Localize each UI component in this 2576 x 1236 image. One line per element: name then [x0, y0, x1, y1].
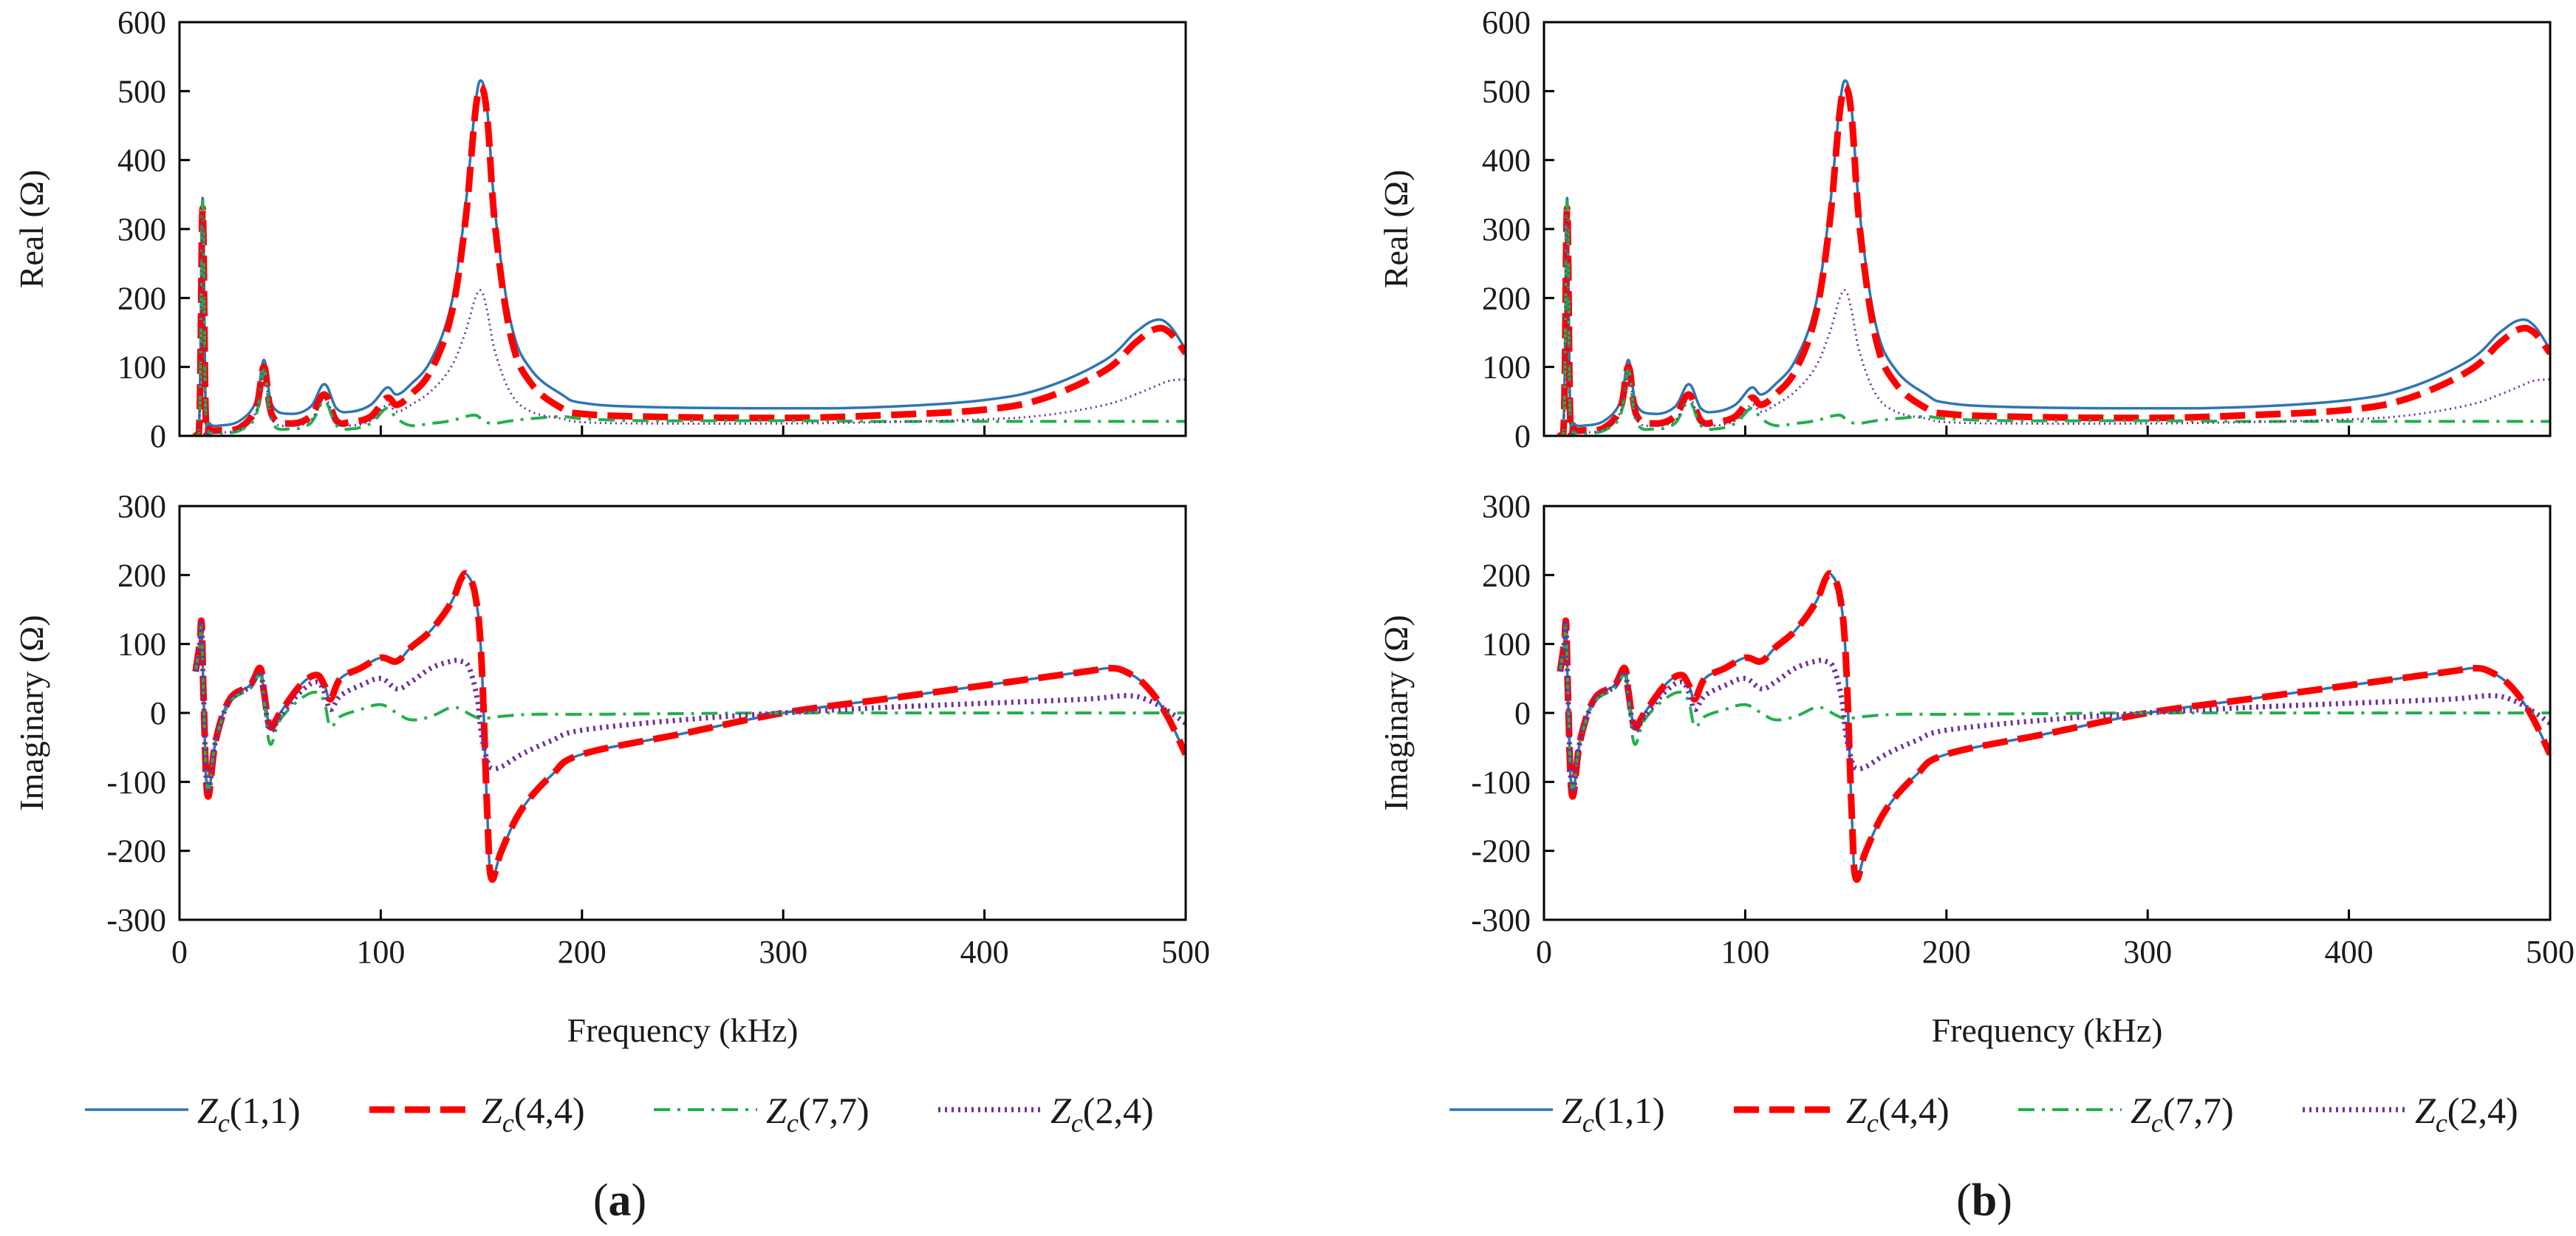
panel-b-real-ytick-label: 600	[1482, 4, 1531, 41]
panel-b-imaginary-xtick-label: 100	[1721, 934, 1769, 970]
panel-b-imaginary-ytick-label: 300	[1482, 488, 1531, 525]
panel-b-imaginary-line-zc24	[1557, 621, 2550, 796]
panel-a-imaginary-xtick-label: 0	[171, 934, 188, 970]
panel-b-imaginary-ytick-label: 200	[1482, 557, 1531, 593]
panel-a-real-ylabel: Real (Ω)	[13, 170, 50, 289]
panel-a-imaginary-ytick-label: 100	[117, 626, 166, 663]
panel-b-imaginary-xtick-label: 500	[2526, 934, 2575, 970]
panel-a-imaginary-series-group	[192, 570, 1186, 883]
panel-b-legend-label-4: Zc(2,4)	[2415, 1090, 2518, 1138]
panel-b-real-line-zc77	[1558, 199, 2550, 436]
panel-a-real-ytick-label: 100	[117, 349, 166, 386]
panel-b-imaginary-ytick-label: -300	[1471, 902, 1531, 938]
panel-a-legend-label-3: Zc(7,7)	[766, 1090, 870, 1138]
panel-b-real-ytick-label: 100	[1482, 349, 1531, 386]
panel-b-imaginary-ytick-label: 0	[1514, 695, 1531, 731]
panel-a-imaginary-xlabel: Frequency (kHz)	[567, 1011, 799, 1049]
panel-b-legend: Zc(1,1) Zc(4,4) Zc(7,7) Zc(2,4)	[1449, 1090, 2518, 1138]
panel-b-label: (b)	[1956, 1175, 2012, 1226]
panel-b-imaginary-xtick-label: 400	[2325, 934, 2374, 970]
panel-b-imaginary-ytick-label: -100	[1471, 764, 1531, 800]
panel-b-real-ytick-label: 400	[1482, 143, 1531, 179]
panel-b-real-line-zc11	[1559, 79, 2550, 436]
panel-b-real-plot: 0 100 200 300 400 500 600 Real (Ω)	[1377, 4, 2552, 454]
panel-b-legend-label-1: Zc(1,1)	[1562, 1090, 1665, 1138]
panel-b-imaginary-line-zc77	[1558, 622, 2550, 791]
panel-a-imaginary-xtick-label: 500	[1161, 934, 1210, 970]
panel-a-legend-label-2: Zc(4,4)	[482, 1090, 585, 1138]
panel-a-imaginary-ylabel: Imaginary (Ω)	[13, 615, 50, 810]
panel-b-imaginary-plot: -300 -200 -100 0 100 200 300 0 100 200 300 400 500 Im…	[1377, 488, 2575, 1049]
panel-a-imaginary-plot: -300 -200 -100 0 100 200 300 0 100 200 300 400 500 Im…	[13, 488, 1210, 1049]
panel-b-real-frame	[1542, 21, 2552, 437]
panel-a-imaginary-ytick-label: 0	[150, 695, 166, 731]
panel-a-real-ytick-label: 200	[117, 280, 166, 316]
panel-a-real-ytick-label: 0	[150, 418, 166, 454]
panel-a-imaginary-ytick-label: -200	[106, 833, 166, 870]
panel-a-real-line-zc11	[194, 79, 1186, 436]
panel-a-imaginary-ytick-label: 200	[117, 557, 166, 593]
panel-b-imaginary-ytick-label: -200	[1471, 833, 1531, 870]
panel-b-real-line-zc24	[1559, 214, 2550, 436]
panel-b-real-line-zc44	[1557, 83, 2550, 436]
panel-a-imaginary-line-zc77	[194, 622, 1186, 791]
panel-a-real-series-group	[192, 79, 1186, 436]
panel-a-imaginary-ytick-label: -100	[106, 764, 166, 800]
panel-b-real-ytick-label: 200	[1482, 280, 1531, 316]
panel-a-imaginary-line-zc11	[194, 572, 1186, 881]
panel-a-imaginary-line-zc24	[193, 621, 1186, 796]
panel-a-real-ytick-label: 300	[117, 211, 166, 247]
panel-b-imaginary-series-group	[1557, 570, 2550, 883]
panel-a-legend-label-4: Zc(2,4)	[1050, 1090, 1154, 1138]
panel-b-real-ylabel: Real (Ω)	[1377, 170, 1415, 289]
panel-b-imaginary-line-zc44	[1557, 570, 2550, 883]
panel-a-label: (a)	[593, 1175, 646, 1226]
panel-a-imaginary-xtick-label: 100	[356, 934, 405, 970]
panel-a-legend: Zc(1,1) Zc(4,4) Zc(7,7) Zc(2,4)	[85, 1090, 1154, 1138]
panel-b-imaginary-xlabel: Frequency (kHz)	[1932, 1011, 2163, 1049]
panel-b-imaginary-ytick-label: 100	[1482, 626, 1531, 663]
panel-a-real-line-zc24	[194, 214, 1186, 436]
panel-b-legend-label-2: Zc(4,4)	[1846, 1090, 1950, 1138]
panel-b-real-ytick-label: 500	[1482, 73, 1531, 109]
panel-b-real-ytick-label: 300	[1482, 211, 1531, 247]
panel-a-imaginary-xtick-label: 200	[558, 934, 607, 970]
panel-b-legend-label-3: Zc(7,7)	[2131, 1090, 2234, 1138]
panel-b-real-series-group	[1557, 79, 2550, 436]
panel-a-imaginary-ytick-label: -300	[106, 902, 166, 938]
panel-a-imaginary-ytick-label: 300	[117, 488, 166, 525]
panel-a-imaginary-xtick-label: 300	[759, 934, 807, 970]
panel-a-imaginary-xtick-label: 400	[960, 934, 1009, 970]
panel-a-real-line-zc44	[192, 83, 1186, 436]
panel-b-imaginary-ylabel: Imaginary (Ω)	[1377, 615, 1415, 810]
panel-a-real-ytick-label: 400	[117, 143, 166, 179]
panel-b-imaginary-xtick-label: 0	[1536, 934, 1552, 970]
panel-a-imaginary-line-zc44	[192, 570, 1186, 883]
panel-a-real-ytick-label: 600	[117, 4, 166, 41]
panel-b-imaginary-line-zc11	[1559, 572, 2550, 881]
panel-b-imaginary-xtick-label: 300	[2123, 934, 2172, 970]
panel-a-real-ytick-label: 500	[117, 73, 166, 109]
panel-b-imaginary-xtick-label: 200	[1922, 934, 1971, 970]
panel-a-real-line-zc77	[194, 199, 1186, 436]
panel-a-real-plot: 0 100 200 300 400 500 600 Real (Ω)	[13, 4, 1187, 454]
panel-b-real-ytick-label: 0	[1514, 418, 1531, 454]
panel-a-legend-label-1: Zc(1,1)	[197, 1090, 301, 1138]
panel-a-real-frame	[178, 21, 1187, 437]
